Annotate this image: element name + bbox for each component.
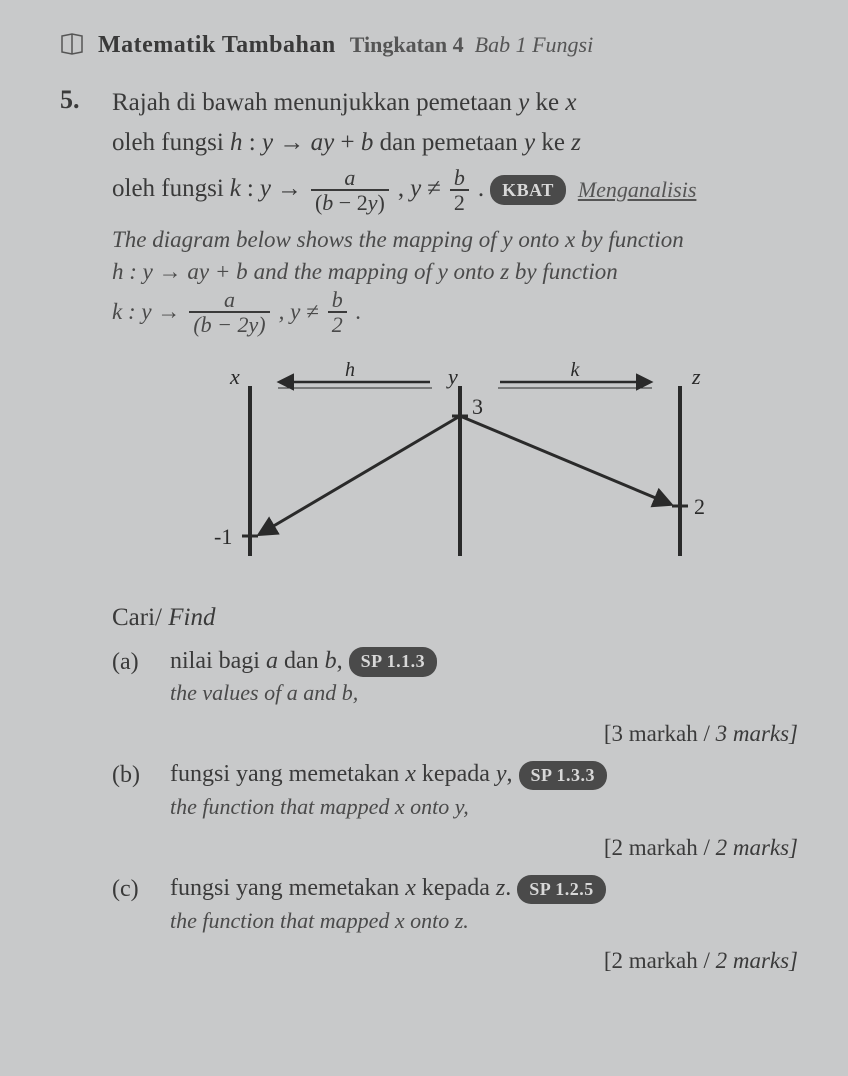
english-line-3: k : y → a (b − 2y) , y ≠ b 2 . — [112, 288, 808, 336]
part-b-marks: [2 markah / 2 marks] — [112, 831, 808, 864]
malay-line-2: oleh fungsi h : y → ay + b dan pemetaan … — [112, 125, 808, 161]
page: Matematik Tambahan Tingkatan 4 Bab 1 Fun… — [0, 0, 848, 998]
header-tingkatan: Tingkatan 4 — [350, 32, 464, 57]
part-b-eng: the function that mapped x onto y, — [170, 792, 808, 823]
header-title: Matematik Tambahan — [98, 32, 336, 59]
part-a-eng: the values of a and b, — [170, 678, 808, 709]
diagram-label-y: y — [446, 364, 458, 389]
sp-pill-c: SP 1.2.5 — [517, 875, 606, 904]
question-number: 5. — [60, 85, 94, 978]
find-heading: Cari/ Find — [112, 600, 808, 636]
kbat-pill: KBAT — [490, 175, 566, 205]
part-a-label: (a) — [112, 645, 156, 709]
fraction-a-over-b2y-eng: a (b − 2y) — [189, 288, 269, 336]
part-a-marks: [3 markah / 3 marks] — [112, 717, 808, 750]
diagram-label-z: z — [691, 364, 701, 389]
english-line-2: h : y → ay + b and the mapping of y onto… — [112, 256, 808, 288]
page-header: Matematik Tambahan Tingkatan 4 Bab 1 Fun… — [60, 28, 808, 63]
part-b-body: fungsi yang memetakan x kepada y, SP 1.3… — [170, 758, 808, 822]
diagram-value-neg1: -1 — [214, 524, 232, 549]
book-icon — [60, 32, 84, 56]
diagram-label-h: h — [345, 359, 355, 381]
header-subtitle: Tingkatan 4 Bab 1 Fungsi — [350, 32, 593, 58]
part-b: (b) fungsi yang memetakan x kepada y, SP… — [112, 758, 808, 822]
fraction-a-over-b2y: a (b − 2y) — [311, 166, 389, 214]
part-a-body: nilai bagi a dan b, SP 1.1.3 the values … — [170, 645, 808, 709]
part-b-label: (b) — [112, 758, 156, 822]
malay-line-1: Rajah di bawah menunjukkan pemetaan y ke… — [112, 85, 808, 121]
diagram-label-x: x — [229, 364, 240, 389]
part-c-label: (c) — [112, 872, 156, 936]
malay-line-3: oleh fungsi k : y → a (b − 2y) , y ≠ b 2… — [112, 166, 808, 214]
part-c-eng: the function that mapped x onto z. — [170, 906, 808, 937]
part-c-body: fungsi yang memetakan x kepada z. SP 1.2… — [170, 872, 808, 936]
diagram-label-k: k — [571, 359, 581, 381]
question-body: Rajah di bawah menunjukkan pemetaan y ke… — [112, 85, 808, 978]
question-row: 5. Rajah di bawah menunjukkan pemetaan y… — [60, 85, 808, 978]
mapping-diagram: x y z h k 3 -1 2 — [180, 356, 740, 576]
diagram-value-3: 3 — [472, 394, 483, 419]
header-chapter: Bab 1 Fungsi — [475, 32, 594, 57]
part-c: (c) fungsi yang memetakan x kepada z. SP… — [112, 872, 808, 936]
sp-pill-b: SP 1.3.3 — [519, 761, 608, 790]
fraction-b-over-2-eng: b 2 — [328, 288, 347, 336]
fraction-b-over-2: b 2 — [450, 166, 469, 214]
sp-pill-a: SP 1.1.3 — [349, 647, 438, 676]
part-c-marks: [2 markah / 2 marks] — [112, 944, 808, 977]
part-a: (a) nilai bagi a dan b, SP 1.1.3 the val… — [112, 645, 808, 709]
diagram-value-2: 2 — [694, 494, 705, 519]
header-title-text: Matematik Tambahan — [98, 32, 336, 58]
english-line-1: The diagram below shows the mapping of y… — [112, 224, 808, 256]
kbat-tag: Menganalisis — [578, 174, 697, 206]
